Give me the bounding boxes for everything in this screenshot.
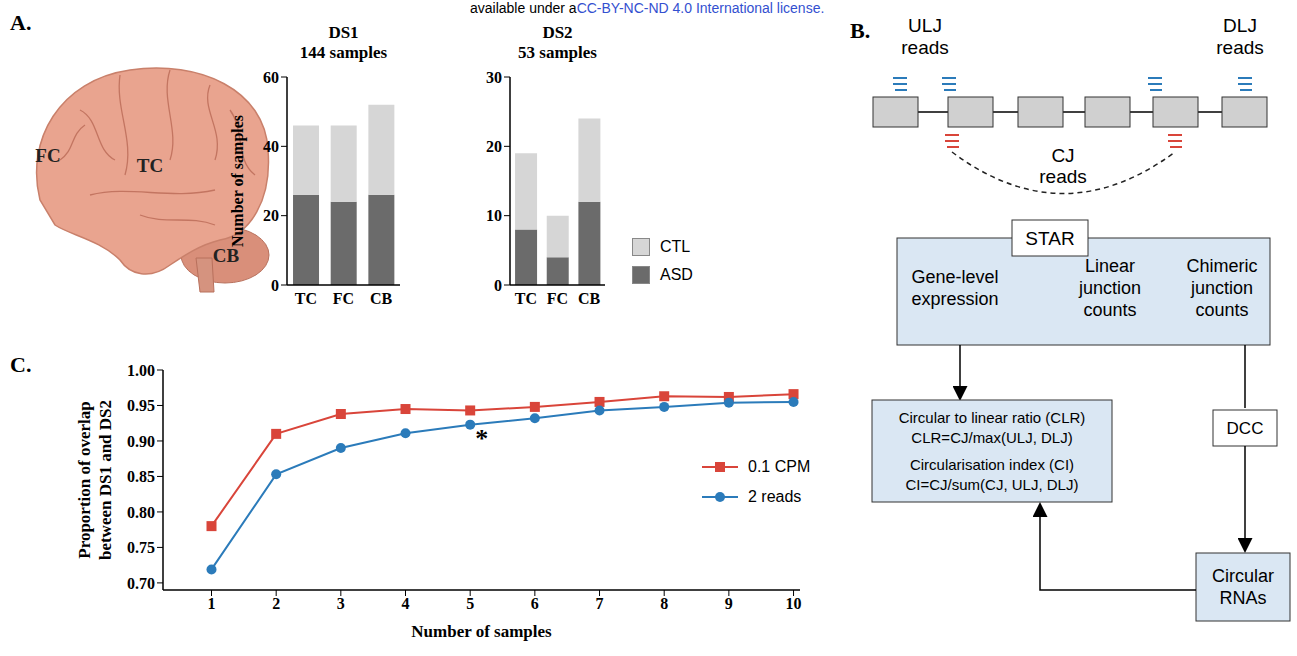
svg-text:0.80: 0.80 <box>127 504 155 521</box>
html-text:0.1 CPM: 0.1 CPM <box>748 458 811 475</box>
svg-text:Gene-levelexpression: Gene-levelexpression <box>911 267 998 309</box>
html-text:Number of samples: Number of samples <box>229 114 246 248</box>
svg-text:FC: FC <box>547 290 568 307</box>
svg-text:0.95: 0.95 <box>127 397 155 414</box>
svg-text:1.00: 1.00 <box>127 362 155 379</box>
html-text:Number of samples: Number of samples <box>411 622 552 641</box>
svg-text:4: 4 <box>402 595 410 612</box>
svg-text:0: 0 <box>494 277 502 294</box>
svg-text:ULJreads: ULJreads <box>901 15 949 58</box>
svg-text:40: 40 <box>263 138 279 155</box>
svg-text:Linearjunctioncounts: Linearjunctioncounts <box>1078 256 1141 320</box>
html-text:DS2: DS2 <box>542 23 573 42</box>
svg-text:*: * <box>475 424 488 453</box>
svg-text:9: 9 <box>725 595 733 612</box>
svg-text:TC: TC <box>295 290 317 307</box>
svg-text:0: 0 <box>271 277 279 294</box>
svg-text:DCC: DCC <box>1227 419 1264 438</box>
html-text:DS1: DS1 <box>328 23 359 42</box>
svg-text:8: 8 <box>660 595 668 612</box>
svg-text:20: 20 <box>486 138 502 155</box>
svg-text:20: 20 <box>263 207 279 224</box>
html-text:A.: A. <box>10 10 32 35</box>
html-text:CTL: CTL <box>660 238 691 255</box>
svg-text:Circularisation index (CI)CI=C: Circularisation index (CI)CI=CJ/sum(CJ, … <box>906 456 1079 493</box>
svg-text:Circular to linear ratio (CLR): Circular to linear ratio (CLR)CLR=CJ/max… <box>899 409 1086 446</box>
svg-text:CJreads: CJreads <box>1039 145 1087 187</box>
html-text:C.: C. <box>10 352 32 377</box>
html-text:53 samples: 53 samples <box>518 43 597 62</box>
html-text:B.: B. <box>850 18 871 43</box>
svg-text:0.85: 0.85 <box>127 468 155 485</box>
svg-text:FC: FC <box>333 290 354 307</box>
svg-text:60: 60 <box>263 69 279 86</box>
svg-text:30: 30 <box>486 69 502 86</box>
svg-text:CB: CB <box>370 290 393 307</box>
svg-text:5: 5 <box>466 595 474 612</box>
html-text:available under a CC-BY-NC-ND: available under a CC-BY-NC-ND 4.0 Intern… <box>470 0 825 16</box>
svg-text:3: 3 <box>337 595 345 612</box>
svg-text:0.90: 0.90 <box>127 433 155 450</box>
html-text:144 samples: 144 samples <box>299 43 388 62</box>
svg-text:0.70: 0.70 <box>127 575 155 592</box>
svg-text:Chimericjunctioncounts: Chimericjunctioncounts <box>1186 256 1257 320</box>
svg-text:6: 6 <box>531 595 539 612</box>
svg-text:10: 10 <box>486 207 502 224</box>
svg-text:FC: FC <box>35 145 60 166</box>
svg-text:DLJreads: DLJreads <box>1216 15 1264 58</box>
svg-text:CircularRNAs: CircularRNAs <box>1212 566 1274 608</box>
html-text:between DS1 and DS2: between DS1 and DS2 <box>96 400 115 561</box>
svg-text:10: 10 <box>786 595 802 612</box>
svg-text:CB: CB <box>213 245 240 266</box>
svg-text:TC: TC <box>137 155 163 176</box>
html-text:Proportion of overlap: Proportion of overlap <box>75 401 94 559</box>
svg-text:7: 7 <box>596 595 604 612</box>
html-text:2 reads: 2 reads <box>748 488 802 505</box>
html-text:ASD: ASD <box>660 266 693 283</box>
svg-text:TC: TC <box>515 290 537 307</box>
svg-text:CB: CB <box>578 290 601 307</box>
svg-text:2: 2 <box>272 595 280 612</box>
svg-text:1: 1 <box>208 595 216 612</box>
svg-text:STAR: STAR <box>1025 228 1074 249</box>
svg-text:0.75: 0.75 <box>127 539 155 556</box>
